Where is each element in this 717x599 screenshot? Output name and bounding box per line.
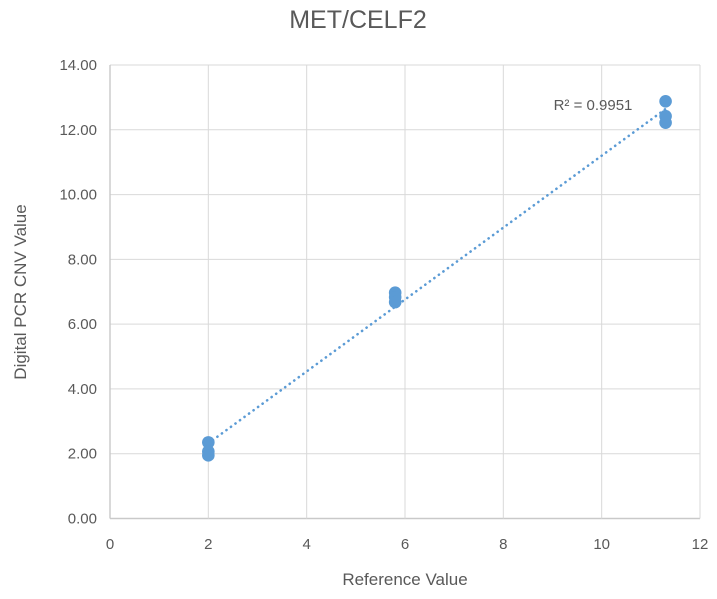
y-tick-label: 10.00 — [59, 187, 97, 204]
y-tick-label: 2.00 — [68, 446, 97, 463]
x-tick-label: 4 — [302, 536, 310, 553]
y-tick-label: 14.00 — [59, 57, 97, 74]
y-tick-label: 4.00 — [68, 381, 97, 398]
trendline — [207, 107, 667, 445]
y-tick-label: 12.00 — [59, 122, 97, 139]
data-point — [202, 449, 215, 462]
x-tick-label: 2 — [204, 536, 212, 553]
x-tick-label: 12 — [692, 536, 709, 553]
data-point — [659, 116, 672, 129]
chart-title: MET/CELF2 — [289, 6, 427, 34]
x-tick-label: 8 — [499, 536, 507, 553]
x-tick-label: 10 — [593, 536, 610, 553]
y-tick-label: 8.00 — [68, 251, 97, 268]
r-squared-label: R² = 0.9951 — [554, 97, 633, 114]
data-point — [202, 436, 215, 449]
x-tick-label: 6 — [401, 536, 409, 553]
data-point — [388, 295, 402, 309]
y-axis-title: Digital PCR CNV Value — [11, 204, 30, 379]
x-axis-title: Reference Value — [342, 570, 467, 589]
y-tick-label: 0.00 — [68, 511, 97, 528]
y-tick-label: 6.00 — [68, 316, 97, 333]
data-point — [659, 94, 672, 108]
x-tick-label: 0 — [106, 536, 114, 553]
